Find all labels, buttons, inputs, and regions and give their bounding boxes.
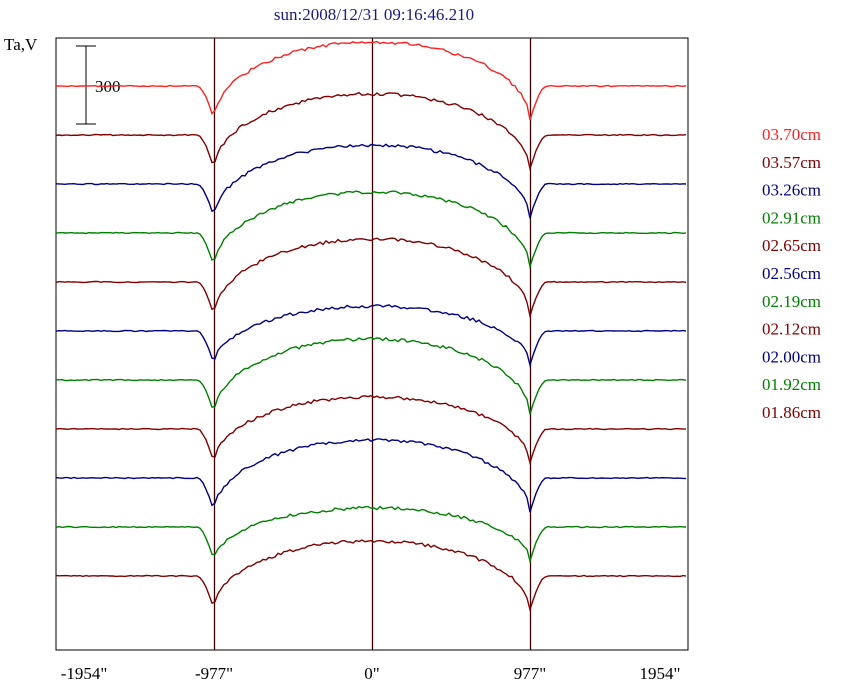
trace-03.70cm — [55, 40, 687, 121]
trace-02.19cm — [55, 336, 687, 415]
trace-01.92cm — [55, 505, 687, 564]
trace-group — [55, 40, 687, 613]
legend-entry: 02.19cm — [762, 292, 821, 311]
trace-02.91cm — [55, 190, 687, 270]
legend-entry: 01.86cm — [762, 403, 821, 422]
legend: 03.70cm 03.57cm 03.26cm 02.91cm 02.65cm 02.56… — [762, 125, 821, 422]
trace-03.26cm — [55, 143, 687, 219]
y-axis-label: Ta,V — [4, 35, 38, 54]
x-tick-labels: -1954" -977" 0" 977" 1954" — [61, 664, 681, 683]
vertical-markers — [213, 38, 532, 650]
x-tick-label: -1954" — [61, 664, 108, 683]
trace-02.56cm — [55, 304, 687, 368]
trace-03.57cm — [55, 91, 687, 172]
legend-entry: 01.92cm — [762, 375, 821, 394]
trace-02.00cm — [55, 438, 687, 513]
trace-01.86cm — [55, 539, 687, 613]
scale-bar: 300 — [76, 45, 121, 125]
legend-entry: 02.56cm — [762, 264, 821, 283]
legend-entry: 03.26cm — [762, 181, 821, 200]
x-tick-label: 0" — [364, 664, 379, 683]
legend-entry: 02.65cm — [762, 236, 821, 255]
x-tick-label: -977" — [195, 664, 233, 683]
legend-entry: 02.00cm — [762, 347, 821, 366]
chart-title: sun:2008/12/31 09:16:46.210 — [274, 5, 474, 24]
trace-02.12cm — [55, 394, 687, 466]
legend-entry: 02.91cm — [762, 208, 821, 227]
legend-entry: 03.57cm — [762, 153, 821, 172]
x-tick-label: 977" — [514, 664, 546, 683]
trace-02.65cm — [55, 237, 687, 319]
x-tick-label: 1954" — [640, 664, 681, 683]
legend-entry: 02.12cm — [762, 320, 821, 339]
legend-entry: 03.70cm — [762, 125, 821, 144]
